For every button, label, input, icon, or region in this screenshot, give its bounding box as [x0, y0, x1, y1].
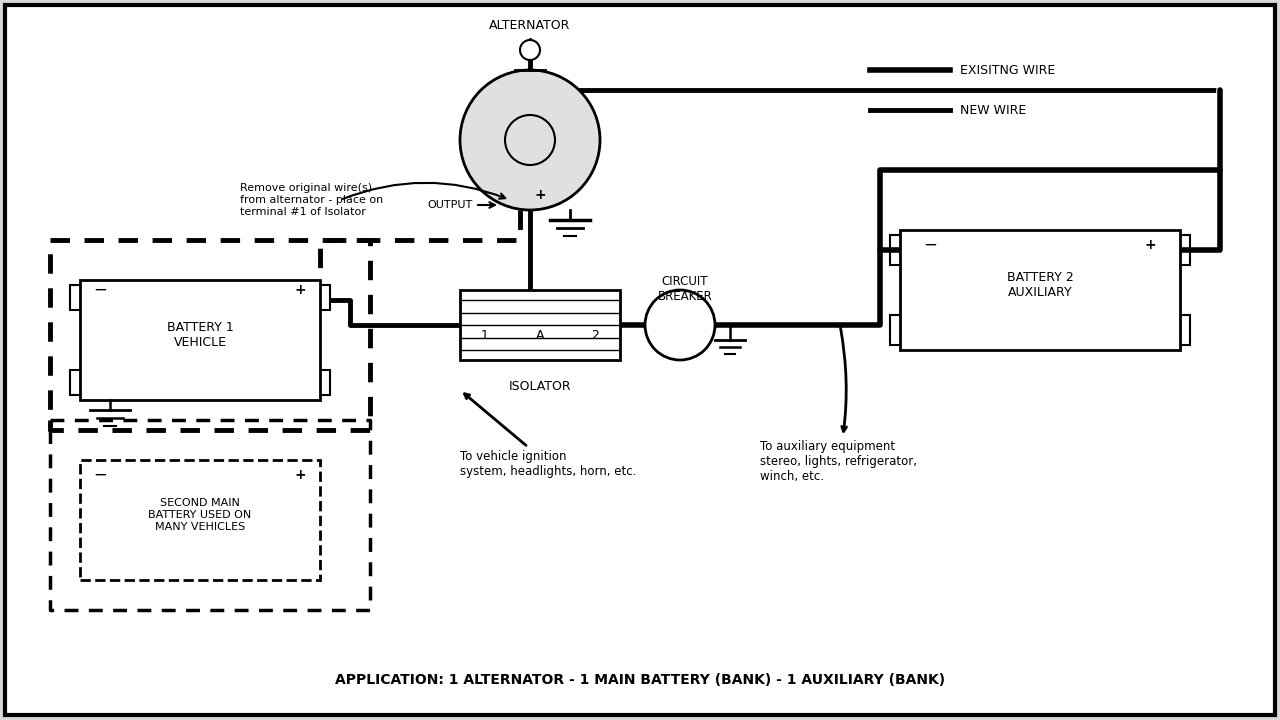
- Text: ALTERNATOR: ALTERNATOR: [489, 19, 571, 32]
- Bar: [315, 285, 330, 310]
- Circle shape: [506, 115, 556, 165]
- Bar: [460, 290, 620, 360]
- Text: BATTERY 2
AUXILIARY: BATTERY 2 AUXILIARY: [1006, 271, 1074, 299]
- Bar: [890, 235, 905, 265]
- Text: ISOLATOR: ISOLATOR: [508, 380, 571, 393]
- Text: SECOND MAIN
BATTERY USED ON
MANY VEHICLES: SECOND MAIN BATTERY USED ON MANY VEHICLE…: [148, 498, 252, 531]
- Bar: [81, 460, 320, 580]
- Text: +: +: [1144, 238, 1156, 252]
- Text: NEW WIRE: NEW WIRE: [960, 104, 1027, 117]
- Text: To auxiliary equipment
stereo, lights, refrigerator,
winch, etc.: To auxiliary equipment stereo, lights, r…: [760, 328, 916, 483]
- Circle shape: [645, 290, 716, 360]
- Text: −: −: [93, 466, 108, 484]
- Bar: [890, 315, 905, 345]
- Text: +: +: [534, 188, 545, 202]
- Circle shape: [520, 40, 540, 60]
- Text: A: A: [536, 328, 544, 341]
- Text: +: +: [294, 468, 306, 482]
- Text: APPLICATION: 1 ALTERNATOR - 1 MAIN BATTERY (BANK) - 1 AUXILIARY (BANK): APPLICATION: 1 ALTERNATOR - 1 MAIN BATTE…: [335, 673, 945, 687]
- Bar: [315, 370, 330, 395]
- Text: Remove original wire(s)
from alternator - place on
terminal #1 of Isolator: Remove original wire(s) from alternator …: [241, 184, 383, 217]
- Text: −: −: [93, 281, 108, 299]
- Bar: [1175, 235, 1190, 265]
- Text: CIRCUIT
BREAKER: CIRCUIT BREAKER: [658, 275, 713, 303]
- Bar: [70, 370, 84, 395]
- Bar: [1175, 315, 1190, 345]
- Text: BATTERY 1
VEHICLE: BATTERY 1 VEHICLE: [166, 321, 233, 349]
- Text: −: −: [923, 236, 937, 254]
- Text: 1: 1: [481, 328, 489, 341]
- Bar: [81, 280, 320, 400]
- Text: +: +: [294, 283, 306, 297]
- Bar: [70, 285, 84, 310]
- Circle shape: [460, 70, 600, 210]
- Text: 2: 2: [591, 328, 599, 341]
- Text: EXISITNG WIRE: EXISITNG WIRE: [960, 63, 1055, 76]
- Text: OUTPUT: OUTPUT: [428, 200, 472, 210]
- Text: To vehicle ignition
system, headlights, horn, etc.: To vehicle ignition system, headlights, …: [460, 394, 636, 478]
- Bar: [900, 230, 1180, 350]
